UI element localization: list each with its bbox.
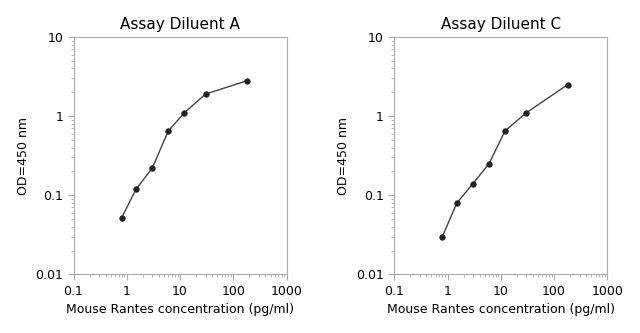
Y-axis label: OD=450 nm: OD=450 nm <box>337 117 350 195</box>
Title: Assay Diluent C: Assay Diluent C <box>441 17 561 32</box>
X-axis label: Mouse Rantes concentration (pg/ml): Mouse Rantes concentration (pg/ml) <box>387 303 615 316</box>
Y-axis label: OD=450 nm: OD=450 nm <box>17 117 29 195</box>
Title: Assay Diluent A: Assay Diluent A <box>120 17 240 32</box>
X-axis label: Mouse Rantes concentration (pg/ml): Mouse Rantes concentration (pg/ml) <box>66 303 294 316</box>
